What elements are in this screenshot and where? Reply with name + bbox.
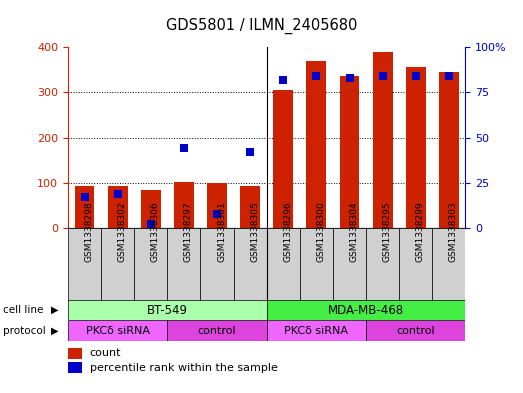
Bar (75, 186, 95, 228)
Text: GSM1338298: GSM1338298 (85, 201, 94, 262)
Text: control: control (396, 325, 435, 336)
FancyBboxPatch shape (366, 320, 465, 341)
Text: PKCδ siRNA: PKCδ siRNA (285, 325, 348, 336)
FancyBboxPatch shape (267, 228, 300, 301)
FancyBboxPatch shape (234, 228, 267, 301)
FancyBboxPatch shape (433, 228, 465, 301)
Bar (240, 186, 260, 228)
FancyBboxPatch shape (267, 320, 366, 341)
Text: ▶: ▶ (51, 305, 59, 315)
Text: protocol: protocol (3, 325, 46, 336)
Text: MDA-MB-468: MDA-MB-468 (328, 303, 404, 317)
FancyBboxPatch shape (68, 300, 267, 320)
Text: GSM1338306: GSM1338306 (151, 201, 160, 262)
Bar (141, 190, 161, 228)
FancyBboxPatch shape (399, 228, 433, 301)
FancyBboxPatch shape (167, 320, 267, 341)
Text: control: control (198, 325, 236, 336)
Text: GSM1338301: GSM1338301 (217, 201, 226, 262)
Text: GDS5801 / ILMN_2405680: GDS5801 / ILMN_2405680 (166, 18, 357, 34)
FancyBboxPatch shape (333, 228, 366, 301)
FancyBboxPatch shape (101, 228, 134, 301)
Point (279, 77, 288, 83)
Text: count: count (90, 349, 121, 358)
Bar (174, 182, 194, 228)
Point (412, 73, 420, 79)
Bar (274, 90, 293, 228)
Text: GSM1338299: GSM1338299 (416, 201, 425, 262)
Bar (108, 186, 128, 228)
Bar (439, 72, 459, 228)
Text: BT-549: BT-549 (147, 303, 188, 317)
Text: GSM1338297: GSM1338297 (184, 201, 193, 262)
Point (246, 149, 254, 155)
Point (312, 73, 321, 79)
Bar (306, 61, 326, 228)
FancyBboxPatch shape (300, 228, 333, 301)
Point (213, 211, 221, 217)
FancyBboxPatch shape (167, 228, 200, 301)
Text: ▶: ▶ (51, 325, 59, 336)
Text: PKCδ siRNA: PKCδ siRNA (86, 325, 150, 336)
Point (81, 194, 89, 200)
FancyBboxPatch shape (68, 228, 101, 301)
Text: GSM1338296: GSM1338296 (283, 201, 292, 262)
Text: percentile rank within the sample: percentile rank within the sample (90, 363, 278, 373)
FancyBboxPatch shape (366, 228, 399, 301)
Bar (68, 362, 82, 373)
Text: GSM1338305: GSM1338305 (250, 201, 259, 262)
Text: GSM1338295: GSM1338295 (383, 201, 392, 262)
Bar (373, 51, 393, 228)
FancyBboxPatch shape (134, 228, 167, 301)
Point (113, 191, 122, 197)
Text: cell line: cell line (3, 305, 43, 315)
Point (146, 221, 155, 228)
Point (379, 73, 387, 79)
Bar (339, 75, 359, 228)
FancyBboxPatch shape (267, 300, 465, 320)
Text: GSM1338300: GSM1338300 (316, 201, 325, 262)
Bar (207, 183, 227, 228)
Point (445, 73, 453, 79)
FancyBboxPatch shape (68, 320, 167, 341)
Text: GSM1338303: GSM1338303 (449, 201, 458, 262)
Text: GSM1338302: GSM1338302 (118, 201, 127, 262)
Bar (406, 68, 426, 228)
Text: GSM1338304: GSM1338304 (349, 201, 359, 262)
Point (345, 75, 354, 81)
Point (180, 145, 188, 152)
Bar (68, 348, 82, 359)
FancyBboxPatch shape (200, 228, 234, 301)
